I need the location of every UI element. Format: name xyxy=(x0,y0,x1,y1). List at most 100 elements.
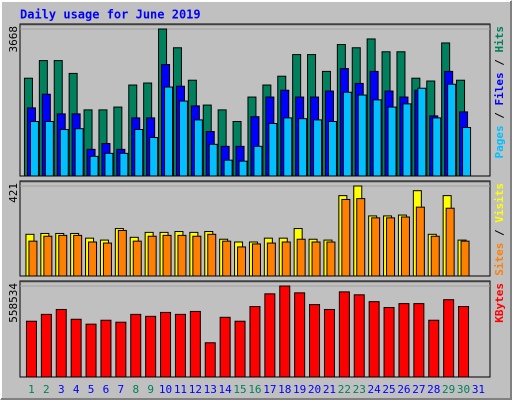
bar xyxy=(88,241,98,277)
bar xyxy=(104,152,114,177)
x-tick-label: 25 xyxy=(382,383,395,396)
legend: KBytes xyxy=(493,283,506,323)
bar xyxy=(368,301,380,378)
x-tick-label: 14 xyxy=(219,383,233,396)
x-tick-label: 31 xyxy=(472,383,485,396)
x-tick-label: 18 xyxy=(278,383,291,396)
bar xyxy=(281,241,291,277)
bar xyxy=(387,106,397,177)
bar xyxy=(58,234,68,277)
x-tick-label: 8 xyxy=(132,383,139,396)
bar xyxy=(428,319,440,378)
bar xyxy=(294,292,306,378)
x-tick-label: 29 xyxy=(442,383,455,396)
legend-entry: Hits xyxy=(493,26,506,53)
bar xyxy=(102,242,112,277)
bar xyxy=(192,235,202,277)
y-tick-label: 421 xyxy=(7,183,20,203)
bar xyxy=(357,94,367,177)
bar xyxy=(238,160,248,177)
legend-entry: KBytes xyxy=(493,283,506,323)
bar xyxy=(149,137,159,177)
bar xyxy=(147,235,157,277)
bar xyxy=(223,159,233,177)
bar xyxy=(371,217,381,277)
bar xyxy=(29,120,39,177)
legend-separator: / xyxy=(493,106,506,126)
bar xyxy=(28,240,38,277)
bar xyxy=(251,243,261,277)
bar xyxy=(279,285,291,378)
bar xyxy=(264,293,276,378)
y-tick-label: 558534 xyxy=(7,283,20,323)
bar xyxy=(59,129,69,177)
bar xyxy=(145,315,157,378)
bar xyxy=(174,313,186,378)
x-tick-label: 11 xyxy=(174,383,187,396)
bar xyxy=(85,323,97,378)
bar xyxy=(237,246,247,277)
x-tick-label: 15 xyxy=(233,383,246,396)
x-tick-label: 5 xyxy=(88,383,95,396)
x-tick-label: 13 xyxy=(204,383,217,396)
bar xyxy=(119,152,129,177)
x-tick-label: 4 xyxy=(73,383,80,396)
bar xyxy=(162,234,172,277)
bar xyxy=(400,216,410,277)
legend: Pages / Files / Hits xyxy=(493,26,506,159)
bar xyxy=(372,99,382,177)
x-tick-label: 23 xyxy=(353,383,366,396)
x-tick-label: 1 xyxy=(28,383,35,396)
x-tick-label: 30 xyxy=(457,383,470,396)
bar xyxy=(222,240,232,277)
legend: Sites / Visits xyxy=(493,183,506,276)
bar xyxy=(462,127,472,177)
bar xyxy=(178,100,188,177)
bar xyxy=(417,87,427,177)
bar xyxy=(164,86,174,177)
bar xyxy=(443,299,455,378)
bar xyxy=(266,242,276,277)
x-tick-label: 2 xyxy=(43,383,50,396)
x-tick-label: 6 xyxy=(103,383,110,396)
bar xyxy=(283,117,293,177)
x-tick-label: 17 xyxy=(263,383,276,396)
bar xyxy=(432,117,442,177)
x-tick-label: 24 xyxy=(368,383,382,396)
bar xyxy=(117,229,127,277)
bar xyxy=(460,240,470,277)
bar xyxy=(249,306,261,378)
bar xyxy=(74,128,84,177)
bar xyxy=(415,206,425,277)
bar xyxy=(313,119,323,177)
legend-separator: / xyxy=(493,223,506,243)
x-tick-label: 27 xyxy=(412,383,425,396)
bar xyxy=(40,313,52,378)
bar xyxy=(342,91,352,177)
x-tick-label: 16 xyxy=(248,383,261,396)
x-tick-label: 9 xyxy=(147,383,154,396)
x-tick-label: 26 xyxy=(397,383,410,396)
bar xyxy=(115,321,127,378)
bar xyxy=(327,120,337,177)
bar xyxy=(268,123,278,177)
bar xyxy=(189,310,201,378)
bar xyxy=(430,235,440,277)
x-tick-label: 19 xyxy=(293,383,306,396)
bar xyxy=(383,307,395,378)
bar xyxy=(160,311,172,378)
bar xyxy=(207,233,217,277)
bar xyxy=(338,291,350,378)
bar xyxy=(89,155,99,177)
bar xyxy=(311,241,321,277)
x-tick-label: 20 xyxy=(308,383,321,396)
bar xyxy=(458,306,470,378)
bar xyxy=(253,145,263,177)
bar xyxy=(447,83,457,177)
bar xyxy=(402,103,412,177)
y-tick-label: 3668 xyxy=(7,26,20,53)
bar xyxy=(445,207,455,277)
